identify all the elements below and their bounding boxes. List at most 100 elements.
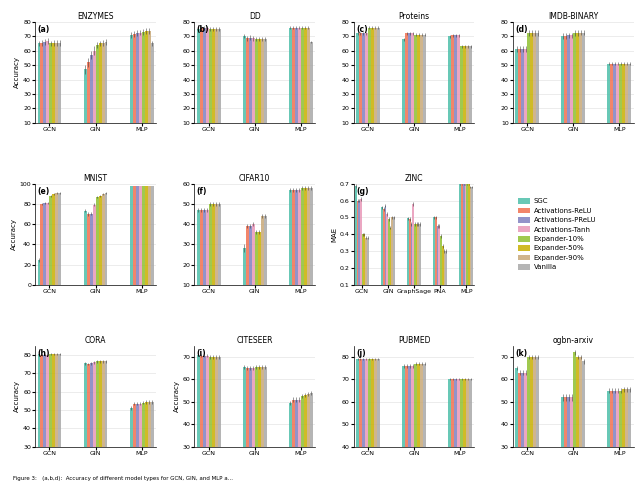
Bar <box>445 251 447 302</box>
Bar <box>139 32 141 137</box>
Bar <box>129 186 132 285</box>
Bar <box>95 361 99 483</box>
Bar <box>203 355 205 483</box>
Bar <box>295 399 298 483</box>
Bar <box>383 209 385 302</box>
Text: (a): (a) <box>38 25 50 34</box>
Bar <box>466 46 469 137</box>
Bar <box>420 35 423 137</box>
Bar <box>417 364 420 483</box>
Bar <box>579 357 582 483</box>
Bar <box>129 35 132 137</box>
Bar <box>307 188 310 305</box>
Bar <box>218 29 221 137</box>
Bar <box>457 35 460 137</box>
Bar <box>374 28 377 137</box>
Bar <box>145 186 148 285</box>
Bar <box>298 190 301 305</box>
Bar <box>582 361 585 483</box>
Bar <box>461 185 463 302</box>
Bar <box>258 367 260 483</box>
Bar <box>145 402 148 483</box>
Bar <box>243 36 246 137</box>
Bar <box>365 238 367 302</box>
Bar <box>419 224 421 302</box>
Bar <box>414 224 416 302</box>
Bar <box>365 359 368 483</box>
Bar <box>393 217 395 302</box>
Legend: SGC, Activations-ReLU, Activations-PReLU, Activations-Tanh, Expander-10%, Expand: SGC, Activations-ReLU, Activations-PReLU… <box>516 197 598 272</box>
Title: IMDB-BINARY: IMDB-BINARY <box>548 12 598 21</box>
Bar <box>515 49 518 137</box>
Bar <box>218 357 221 483</box>
Bar <box>616 391 620 483</box>
Bar <box>301 188 304 305</box>
Bar <box>423 364 426 483</box>
Bar <box>469 379 472 483</box>
Bar <box>411 366 414 483</box>
Bar <box>515 368 518 483</box>
Bar <box>145 31 148 137</box>
Bar <box>454 379 457 483</box>
Title: CORA: CORA <box>84 336 106 345</box>
Bar <box>625 64 628 137</box>
Bar <box>364 234 365 302</box>
Bar <box>463 185 465 302</box>
Bar <box>148 402 150 483</box>
Bar <box>405 33 408 137</box>
Bar <box>467 185 468 302</box>
Bar <box>359 359 362 483</box>
Y-axis label: Accuracy: Accuracy <box>14 57 20 88</box>
Bar <box>310 393 313 483</box>
Bar <box>203 28 205 137</box>
Text: Figure 3:   (a,b,d):  Accuracy of different model types for GCN, GIN, and MLP a.: Figure 3: (a,b,d): Accuracy of different… <box>13 476 233 481</box>
Text: (c): (c) <box>356 25 368 34</box>
Bar <box>362 234 364 302</box>
Bar <box>218 204 221 305</box>
Bar <box>416 224 417 302</box>
Bar <box>104 42 108 137</box>
Y-axis label: MAE: MAE <box>331 227 337 242</box>
Bar <box>435 217 436 302</box>
Bar <box>249 38 252 137</box>
Bar <box>132 186 136 285</box>
Bar <box>438 226 440 302</box>
Bar <box>307 394 310 483</box>
Bar <box>214 204 218 305</box>
Bar <box>460 379 463 483</box>
Bar <box>451 379 454 483</box>
Bar <box>570 35 573 137</box>
Bar <box>258 39 260 137</box>
Bar <box>527 357 530 483</box>
Bar <box>260 216 264 305</box>
Bar <box>102 361 104 483</box>
Bar <box>148 186 150 285</box>
Bar <box>561 398 564 483</box>
Bar <box>49 354 52 483</box>
Title: MNIST: MNIST <box>84 174 108 183</box>
Bar <box>463 379 466 483</box>
Bar <box>289 403 292 483</box>
Bar <box>52 194 56 285</box>
Text: (k): (k) <box>515 349 527 357</box>
Bar <box>301 396 304 483</box>
Bar <box>466 379 469 483</box>
Text: (f): (f) <box>197 187 207 196</box>
Bar <box>212 29 214 137</box>
Bar <box>93 362 95 483</box>
Bar <box>536 33 540 137</box>
Bar <box>402 366 405 483</box>
Bar <box>448 379 451 483</box>
Bar <box>533 33 536 137</box>
Bar <box>141 403 145 483</box>
Bar <box>102 194 104 285</box>
Bar <box>58 43 61 137</box>
Bar <box>86 62 90 137</box>
Bar <box>460 46 463 137</box>
Bar <box>252 368 255 483</box>
Bar <box>564 36 567 137</box>
Text: (d): (d) <box>515 25 528 34</box>
Title: CIFAR10: CIFAR10 <box>239 174 271 183</box>
Bar <box>209 29 212 137</box>
Bar <box>468 185 470 302</box>
